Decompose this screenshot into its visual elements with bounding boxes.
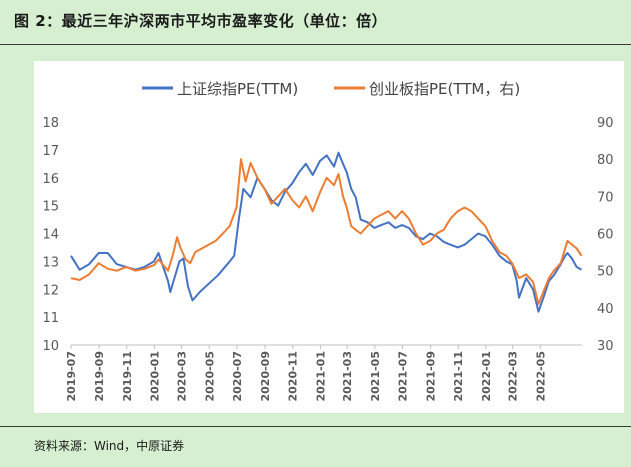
line-chart: 上证综指PE(TTM) 创业板指PE(TTM，右) 10 11 12 13 14 15 16… [42, 80, 614, 402]
x-tick-label: 2020-01 [148, 351, 161, 402]
y-right-tick-label: 70 [597, 190, 614, 205]
series-line-chinext [70, 158, 583, 306]
series-line-shanghai [70, 151, 582, 313]
y-left-tick-label: 16 [42, 172, 59, 187]
x-tick-label: 2020-11 [287, 351, 300, 402]
x-tick-label: 2019-07 [65, 351, 78, 402]
x-tick-label: 2020-03 [176, 351, 189, 402]
y-right-tick-label: 30 [597, 339, 614, 354]
chart-legend: 上证综指PE(TTM) 创业板指PE(TTM，右) [142, 80, 520, 98]
y-left-tick-label: 11 [42, 311, 59, 326]
y-left-tick-label: 13 [42, 255, 59, 270]
x-tick-label: 2019-09 [93, 351, 106, 402]
x-tick-label: 2020-05 [203, 351, 216, 402]
bottom-rule [0, 426, 631, 427]
y-left-tick-label: 14 [42, 228, 59, 243]
x-tick-label: 2021-09 [425, 351, 438, 402]
x-tick-label: 2021-01 [314, 351, 327, 402]
figure-title: 图 2：最近三年沪深两市平均市盈率变化（单位：倍） [14, 12, 388, 30]
y-left-tick-label: 18 [42, 116, 59, 131]
y-right-tick-label: 90 [597, 116, 614, 131]
legend-label-shanghai: 上证综指PE(TTM) [177, 80, 298, 98]
x-tick-label: 2021-07 [396, 351, 409, 402]
source-note: 资料来源：Wind，中原证券 [34, 439, 185, 453]
y-left-tick-label: 12 [42, 283, 59, 298]
legend-label-chinext: 创业板指PE(TTM，右) [369, 80, 520, 98]
y-right-tick-label: 60 [597, 228, 614, 243]
y-right-tick-label: 40 [597, 302, 614, 317]
y-left-tick-label: 17 [42, 144, 59, 159]
chart-panel: 上证综指PE(TTM) 创业板指PE(TTM，右) 10 11 12 13 14 15 16… [34, 61, 624, 413]
x-tick-label: 2022-05 [534, 351, 547, 402]
x-tick-label: 2021-03 [341, 351, 354, 402]
y-right-tick-label: 80 [597, 153, 614, 168]
x-tick-label: 2019-11 [121, 351, 134, 402]
x-tick-label: 2021-05 [369, 351, 382, 402]
y-left-tick-label: 15 [42, 200, 59, 215]
x-tick-label: 2020-09 [259, 351, 272, 402]
top-rule [0, 44, 631, 45]
x-tick-label: 2020-07 [231, 351, 244, 402]
y-right-tick-label: 50 [597, 265, 614, 280]
y-left-tick-label: 10 [42, 339, 59, 354]
x-tick-label: 2022-03 [507, 351, 520, 402]
x-tick-label: 2022-01 [480, 351, 493, 402]
x-tick-label: 2021-11 [452, 351, 465, 402]
